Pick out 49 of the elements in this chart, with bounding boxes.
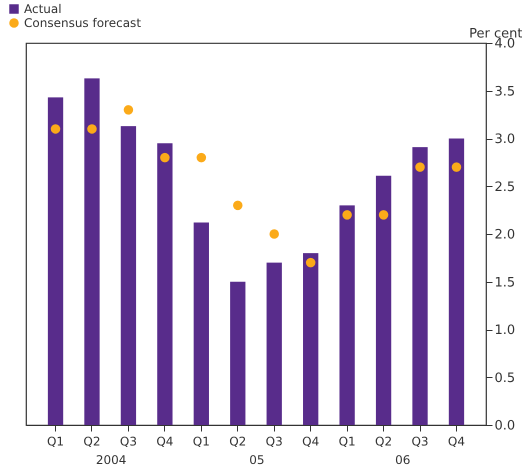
bar [194,222,209,425]
x-tick-label: Q2 [83,434,101,448]
x-tick-label: Q1 [192,434,210,448]
bar [157,143,173,425]
x-tick-label: Q2 [229,434,246,448]
y-tick-label: 1.5 [494,275,516,290]
point [196,152,206,162]
point [160,152,170,162]
legend-label: Consensus forecast [24,16,142,30]
point [378,210,388,220]
point [452,162,462,172]
x-tick-label: Q3 [411,434,429,448]
y-tick-label: 3.5 [494,84,516,100]
x-tick-label: Q3 [266,434,283,448]
legend-label: Actual [24,2,62,16]
bar [339,205,355,425]
x-tick-label: Q1 [46,434,64,448]
point [269,229,279,239]
point [87,124,97,134]
x-tick-label: Q4 [156,434,174,448]
x-tick-label: Q4 [448,434,466,448]
y-tick-label: 2.0 [494,228,516,242]
bar [230,282,246,425]
x-tick-label: Q2 [375,434,392,448]
bar [120,126,136,425]
point [306,258,316,268]
text: 2004 [96,453,126,467]
point [233,200,243,210]
point [342,210,352,220]
text: 06 [395,453,410,467]
bar [303,253,318,425]
y-tick-label: 0.0 [494,418,516,434]
x-tick-label: Q1 [338,434,356,448]
y-tick-label: 2.5 [494,180,516,195]
bar [412,147,428,425]
point [124,105,134,115]
point [415,162,425,172]
bar [448,138,464,425]
x-tick-label: Q4 [302,434,320,448]
y-tick-label: 0.5 [494,370,516,386]
y-tick-label: 3.0 [494,132,516,147]
x-tick-label: Q3 [120,434,137,448]
point [50,124,60,134]
bar [376,176,392,425]
bar [48,97,64,425]
text: 05 [249,453,265,467]
bar [266,262,282,425]
y-tick-label: 1.0 [494,323,516,338]
bar [84,78,100,425]
